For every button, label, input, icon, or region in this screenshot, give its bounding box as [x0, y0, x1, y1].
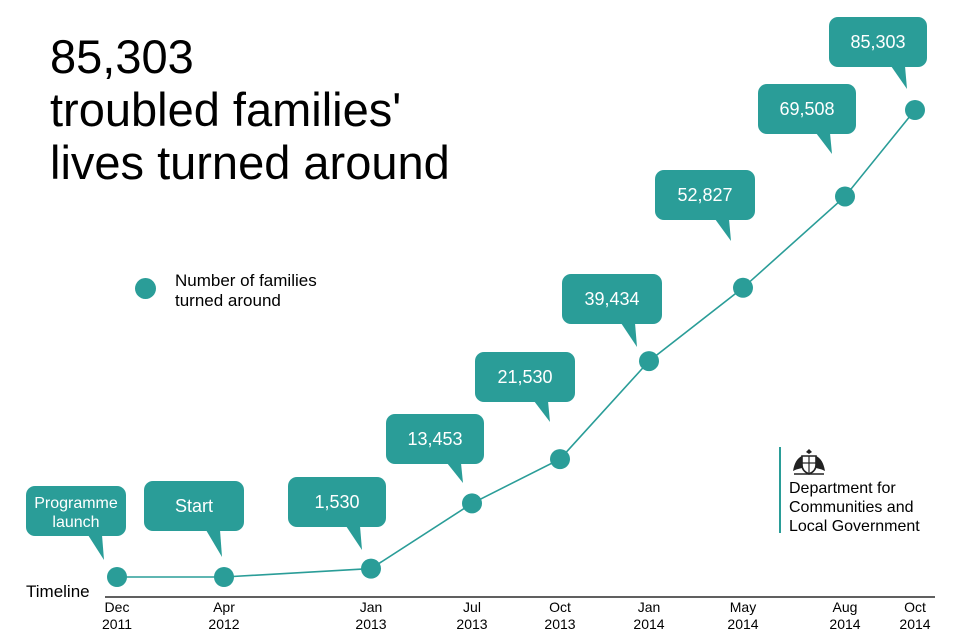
data-point-7: [835, 186, 855, 207]
data-label-text: 39,434: [584, 289, 639, 309]
data-label-text: 85,303: [850, 32, 905, 52]
data-label-4: 21,530: [475, 352, 575, 422]
logo-line-3: Local Government: [789, 518, 920, 535]
data-label-5: 39,434: [562, 274, 662, 347]
data-label-bubble: [144, 481, 244, 531]
data-label-1: Start: [144, 481, 244, 557]
x-tick-month-0: Dec: [105, 599, 130, 615]
logo-divider: [779, 447, 781, 533]
dclg-logo: Department for Communities and Local Gov…: [779, 447, 959, 536]
data-point-1: [214, 567, 234, 587]
data-label-bubble: [288, 477, 386, 527]
royal-coat-of-arms-icon: [793, 449, 825, 475]
data-label-pointer: [621, 323, 637, 347]
legend-label: Number of families turned around: [175, 271, 317, 310]
x-tick-month-2: Jan: [360, 599, 383, 615]
data-label-text: 13,453: [407, 429, 462, 449]
x-tick-month-8: Oct: [904, 599, 926, 615]
data-point-4: [550, 449, 570, 470]
data-label-8: 85,303: [829, 17, 927, 89]
data-points: [107, 100, 925, 587]
data-label-text-line-2: launch: [52, 514, 99, 531]
x-tick-year-8: 2014: [899, 616, 930, 632]
data-label-text: 1,530: [314, 492, 359, 512]
x-tick-year-0: 2011: [102, 616, 132, 632]
headline: 85,303 troubled families' lives turned a…: [50, 30, 450, 189]
x-tick-month-7: Aug: [833, 599, 858, 615]
data-label-text: 69,508: [779, 99, 834, 119]
headline-line-3: lives turned around: [50, 136, 450, 189]
data-label-3: 13,453: [386, 414, 484, 483]
logo-line-1: Department for: [789, 480, 896, 497]
legend-marker: [135, 278, 156, 299]
x-tick-year-3: 2013: [456, 616, 487, 632]
data-label-bubble: [829, 17, 927, 67]
data-label-2: 1,530: [288, 477, 386, 550]
data-label-pointer: [534, 401, 550, 422]
data-point-3: [462, 493, 482, 514]
x-tick-year-1: 2012: [208, 616, 239, 632]
data-label-text: Start: [175, 496, 213, 516]
data-label-6: 52,827: [655, 170, 755, 241]
data-point-6: [733, 277, 753, 298]
headline-line-2: troubled families': [50, 83, 402, 136]
logo-text: Department for Communities and Local Gov…: [789, 479, 959, 536]
data-point-5: [639, 351, 659, 372]
data-label-bubble: [386, 414, 484, 464]
data-point-8: [905, 100, 925, 120]
data-label-bubble: [562, 274, 662, 324]
x-tick-month-5: Jan: [638, 599, 661, 615]
x-tick-year-2: 2013: [355, 616, 386, 632]
data-label-bubble: [655, 170, 755, 220]
x-axis-title: Timeline: [26, 582, 90, 601]
logo-line-2: Communities and: [789, 499, 914, 516]
data-label-pointer: [346, 526, 362, 550]
data-label-text: 21,530: [497, 367, 552, 387]
x-tick-year-5: 2014: [633, 616, 664, 632]
data-label-text-line-1: Programme: [34, 495, 118, 512]
data-label-pointer: [715, 219, 731, 241]
data-label-bubble: [475, 352, 575, 402]
legend: Number of families turned around: [135, 271, 365, 311]
x-tick-month-6: May: [730, 599, 756, 615]
headline-number: 85,303: [50, 30, 194, 83]
data-point-0: [107, 567, 127, 587]
x-axis-ticks: Dec2011Apr2012Jan2013Jul2013Oct2013Jan20…: [102, 599, 931, 632]
x-tick-year-7: 2014: [829, 616, 860, 632]
x-tick-month-1: Apr: [213, 599, 235, 615]
data-labels: Programme launch Start 1,530 13,453 21,530 39,…: [26, 17, 927, 560]
data-label-pointer: [891, 66, 907, 89]
data-label-0: Programme launch: [26, 486, 126, 560]
data-label-bubble: [26, 486, 126, 536]
data-label-text: 52,827: [677, 185, 732, 205]
x-tick-year-4: 2013: [544, 616, 575, 632]
data-label-7: 69,508: [758, 84, 856, 154]
data-label-bubble: [758, 84, 856, 134]
data-point-2: [361, 558, 381, 579]
x-tick-month-4: Oct: [549, 599, 571, 615]
data-label-pointer: [447, 463, 463, 483]
x-tick-month-3: Jul: [463, 599, 481, 615]
data-label-pointer: [816, 133, 832, 154]
data-label-pointer: [88, 535, 104, 560]
x-tick-year-6: 2014: [727, 616, 758, 632]
data-label-pointer: [206, 530, 222, 557]
